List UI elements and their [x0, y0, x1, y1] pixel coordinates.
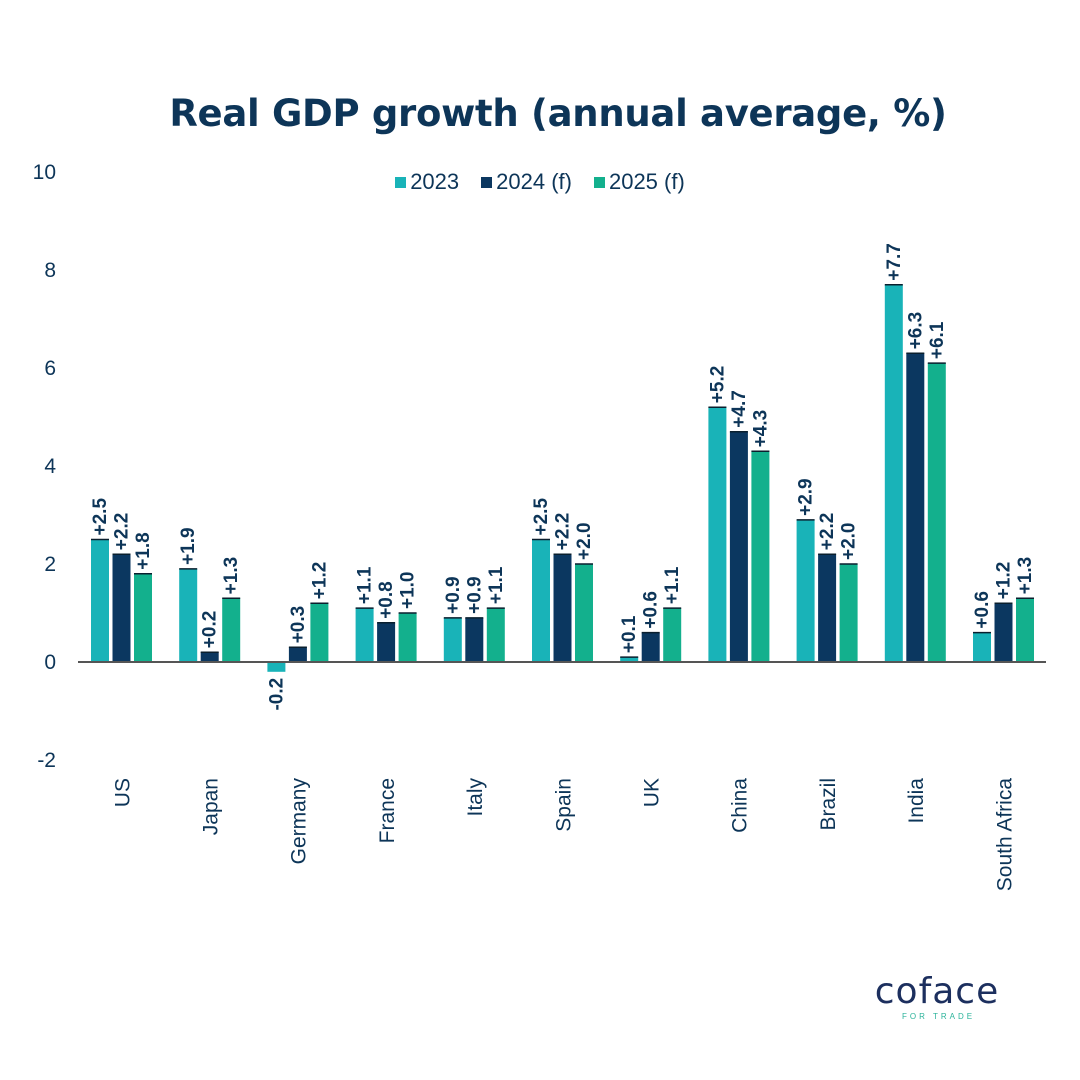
data-label: +7.7: [884, 243, 905, 281]
logo-wordmark: coface: [874, 971, 1000, 1012]
bar-us-1: [112, 554, 131, 662]
data-label: +0.6: [972, 591, 993, 629]
bar-india-2: [927, 363, 946, 662]
y-tick-label: 2: [44, 553, 56, 576]
legend-item-2025: 2025 (f): [593, 169, 685, 195]
data-label: +2.2: [553, 513, 574, 551]
y-tick-label: 0: [44, 651, 56, 674]
legend: 2023 2024 (f) 2025 (f): [0, 169, 1080, 195]
bar-uk-0: [620, 657, 639, 662]
data-label: +1.8: [133, 532, 154, 570]
bar-south-africa-0: [973, 632, 991, 662]
data-label: +6.1: [927, 321, 948, 359]
category-label: Japan: [199, 778, 222, 835]
bar-germany-0: [267, 662, 286, 672]
data-label: +6.3: [905, 312, 926, 350]
bar-uk-2: [663, 608, 682, 662]
data-label: -0.2: [266, 678, 287, 711]
legend-item-2023: 2023: [395, 169, 459, 195]
bar-us-2: [134, 573, 152, 662]
data-label: +1.2: [309, 562, 330, 600]
data-label: +2.2: [112, 513, 133, 551]
legend-item-2024: 2024 (f): [481, 169, 572, 195]
bar-germany-2: [310, 603, 329, 662]
data-label: +0.9: [443, 576, 464, 614]
data-label: +0.8: [376, 581, 397, 619]
data-label: +0.9: [464, 576, 485, 614]
category-label: Brazil: [817, 778, 840, 831]
category-label: Germany: [288, 778, 311, 865]
data-label: +1.9: [178, 527, 199, 565]
bar-italy-0: [443, 617, 462, 662]
data-label: +1.1: [486, 566, 507, 604]
category-label: Italy: [464, 778, 487, 817]
bar-germany-1: [288, 647, 307, 662]
y-tick-label: 6: [44, 357, 56, 380]
bar-france-1: [377, 622, 396, 662]
legend-swatch-2024: [481, 176, 493, 188]
legend-swatch-2023: [395, 176, 407, 188]
bar-italy-1: [465, 617, 484, 662]
category-label: UK: [640, 778, 663, 807]
bar-brazil-1: [818, 554, 837, 662]
bar-japan-2: [222, 598, 241, 662]
data-label: +2.0: [574, 522, 595, 560]
data-label: +5.2: [707, 366, 728, 404]
logo-tagline: FOR TRADE: [902, 1012, 976, 1021]
data-label: +1.3: [1015, 557, 1036, 595]
legend-label-2023: 2023: [410, 169, 460, 194]
data-label: +2.9: [796, 478, 817, 516]
data-label: +4.7: [729, 390, 750, 428]
bar-india-0: [884, 284, 903, 662]
bar-japan-1: [200, 652, 219, 662]
chart-title: Real GDP growth (annual average, %): [169, 92, 947, 135]
y-tick-label: 8: [44, 259, 56, 282]
category-label: China: [729, 778, 752, 833]
bar-france-0: [355, 608, 374, 662]
data-label: +0.3: [288, 606, 309, 644]
bar-brazil-0: [796, 519, 815, 662]
data-label: +0.6: [641, 591, 662, 629]
y-tick-label: 4: [44, 455, 56, 478]
data-label: +1.3: [221, 557, 242, 595]
bar-us-0: [91, 539, 109, 662]
bar-china-1: [729, 431, 748, 662]
bar-china-0: [708, 407, 727, 662]
bar-uk-1: [641, 632, 660, 662]
bar-brazil-2: [839, 564, 858, 662]
coface-logo: coface FOR TRADE: [862, 971, 1012, 1022]
bar-spain-2: [575, 564, 593, 662]
bar-china-2: [751, 451, 770, 662]
bar-india-1: [906, 353, 925, 662]
bar-spain-0: [532, 539, 550, 662]
bar-italy-2: [486, 608, 505, 662]
bar-japan-0: [179, 568, 198, 662]
data-label: +0.1: [619, 615, 640, 653]
data-label: +1.1: [355, 566, 376, 604]
bar-south-africa-2: [1016, 598, 1034, 662]
category-label: US: [111, 778, 134, 807]
data-label: +2.2: [817, 513, 838, 551]
data-label: +2.5: [531, 498, 552, 536]
legend-swatch-2025: [593, 176, 605, 188]
legend-label-2025: 2025 (f): [608, 169, 685, 194]
data-label: +0.2: [200, 611, 221, 649]
data-label: +1.2: [994, 562, 1015, 600]
bar-spain-1: [553, 554, 572, 662]
data-label: +2.0: [839, 522, 860, 560]
y-tick-label: -2: [37, 749, 56, 772]
data-label: +4.3: [750, 410, 771, 448]
data-label: +2.5: [90, 498, 111, 536]
data-label: +1.0: [398, 571, 419, 609]
legend-label-2024: 2024 (f): [496, 169, 572, 194]
bar-france-2: [398, 613, 417, 662]
y-tick-label: 10: [33, 161, 56, 184]
bar-south-africa-1: [994, 603, 1013, 662]
category-label: India: [905, 778, 928, 824]
category-label: South Africa: [993, 778, 1016, 892]
category-label: Spain: [552, 778, 575, 832]
data-label: +1.1: [662, 566, 683, 604]
category-label: France: [376, 778, 399, 843]
